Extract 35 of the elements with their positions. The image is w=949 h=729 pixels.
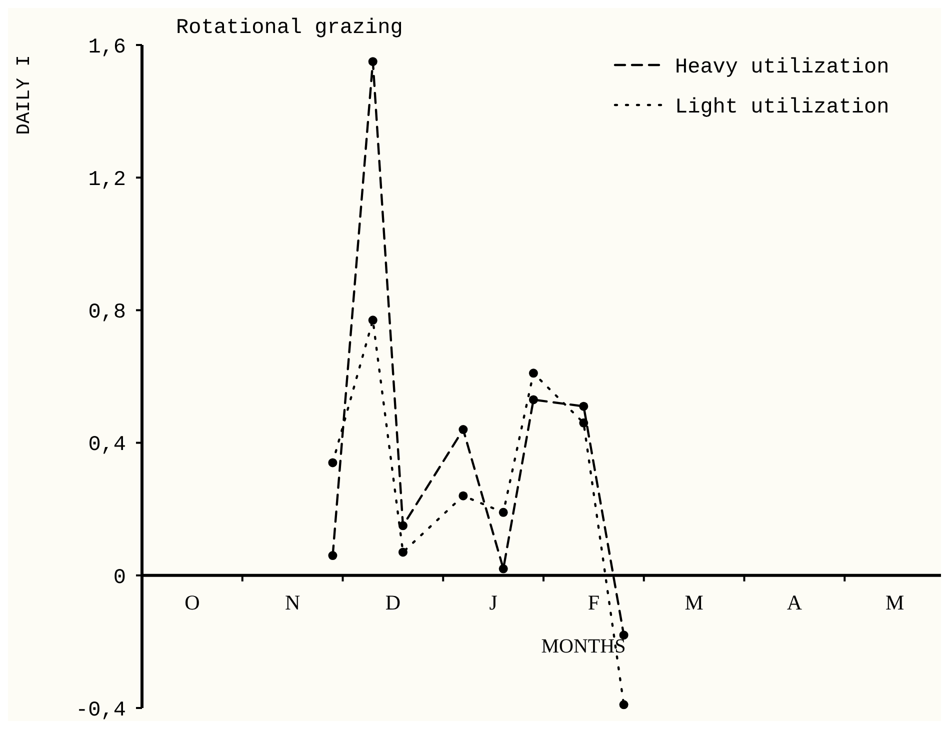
chart-title: Rotational grazing	[176, 17, 403, 40]
point	[368, 316, 378, 325]
point	[579, 402, 588, 411]
point	[398, 548, 408, 557]
point	[579, 418, 588, 428]
y-axis-title: DAILY I	[13, 55, 35, 135]
point	[458, 425, 468, 434]
x-tick-label: J	[489, 590, 498, 614]
y-tick-label: 0,8	[88, 302, 126, 325]
point	[498, 508, 508, 517]
y-tick-label: 0,4	[88, 434, 126, 458]
x-tick-label: O	[184, 590, 200, 614]
legend-label: Heavy utilization	[675, 56, 890, 80]
point	[528, 368, 538, 378]
point	[619, 630, 628, 640]
legend-label: Light utilization	[675, 96, 890, 120]
point	[368, 57, 378, 66]
y-tick-label: 1,2	[88, 168, 126, 192]
x-tick-label: A	[786, 590, 803, 614]
x-tick-label: D	[385, 590, 401, 614]
point	[398, 521, 408, 530]
y-tick-label: 1,6	[88, 36, 126, 60]
point	[619, 700, 628, 710]
y-tick-label: 0	[113, 566, 126, 590]
x-tick-label: M	[885, 590, 904, 614]
point	[328, 551, 338, 560]
y-tick-label: -0,4	[76, 699, 126, 722]
point	[528, 395, 538, 404]
point	[498, 564, 508, 574]
point	[458, 491, 468, 500]
x-tick-label: F	[588, 590, 600, 614]
x-tick-label: N	[284, 590, 300, 614]
point	[328, 458, 338, 468]
x-axis-title: MONTHS	[541, 635, 626, 658]
x-tick-label: M	[684, 590, 704, 614]
